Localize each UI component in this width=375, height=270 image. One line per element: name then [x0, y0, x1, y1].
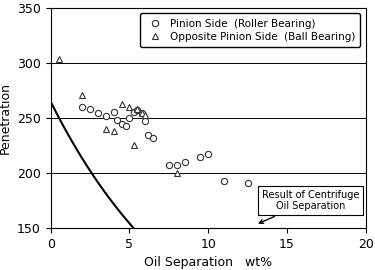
X-axis label: Oil Separation   wt%: Oil Separation wt%: [144, 256, 272, 269]
Text: Result of Centrifuge
Oil Separation: Result of Centrifuge Oil Separation: [260, 190, 359, 223]
Y-axis label: Penetration: Penetration: [0, 82, 12, 154]
Legend: Pinion Side  (Roller Bearing), Opposite Pinion Side  (Ball Bearing): Pinion Side (Roller Bearing), Opposite P…: [140, 13, 360, 47]
